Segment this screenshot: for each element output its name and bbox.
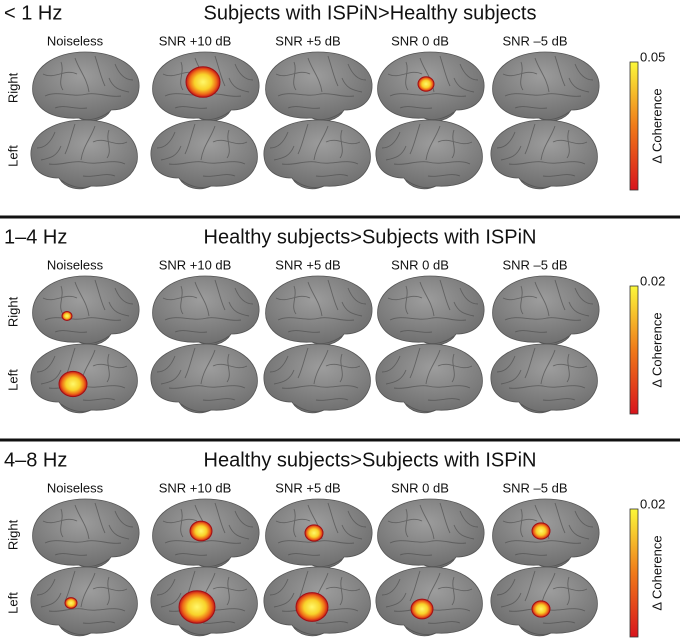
row-label: Left xyxy=(5,145,20,167)
column-header: SNR 0 dB xyxy=(391,257,449,272)
brain xyxy=(152,275,260,346)
column-header: SNR –5 dB xyxy=(502,257,567,272)
brain xyxy=(150,343,258,414)
activation xyxy=(304,524,324,542)
column-header: SNR +5 dB xyxy=(275,480,340,495)
column-header: Noiseless xyxy=(47,257,104,272)
colorbar xyxy=(629,508,639,638)
activation xyxy=(58,370,88,398)
column-header: SNR 0 dB xyxy=(391,480,449,495)
band-label: 4–8 Hz xyxy=(4,449,67,471)
activation xyxy=(531,522,551,540)
column-header: SNR –5 dB xyxy=(502,480,567,495)
activation xyxy=(189,520,213,542)
row-label: Left xyxy=(5,592,20,614)
colorbar xyxy=(629,61,639,191)
activation xyxy=(61,311,73,321)
column-header: SNR –5 dB xyxy=(502,33,567,48)
brain xyxy=(265,51,373,122)
band-label: 1–4 Hz xyxy=(4,226,67,248)
brain xyxy=(32,275,140,346)
brain xyxy=(492,51,600,122)
brain xyxy=(32,498,140,569)
colorbar-label: Δ Coherence xyxy=(649,535,664,610)
brain xyxy=(375,343,483,414)
brain xyxy=(377,275,485,346)
colorbar-max: 0.02 xyxy=(640,273,665,288)
colorbar-max: 0.05 xyxy=(640,49,665,64)
band-label: < 1 Hz xyxy=(4,2,62,24)
panel-title: Healthy subjects>Subjects with ISPiN xyxy=(204,449,537,471)
column-header: SNR +10 dB xyxy=(159,257,232,272)
column-header: SNR +10 dB xyxy=(159,480,232,495)
row-label: Right xyxy=(5,519,20,550)
activation xyxy=(178,590,216,624)
activation xyxy=(531,600,551,618)
brain xyxy=(30,566,138,637)
brain xyxy=(150,119,258,190)
panel-title: Subjects with ISPiN>Healthy subjects xyxy=(204,2,537,24)
colorbar-label: Δ Coherence xyxy=(649,88,664,163)
colorbar-max: 0.02 xyxy=(640,496,665,511)
colorbar xyxy=(629,285,639,415)
brain xyxy=(263,343,371,414)
brain xyxy=(375,119,483,190)
brain xyxy=(263,119,371,190)
brain xyxy=(490,343,598,414)
row-label: Right xyxy=(5,72,20,103)
activation xyxy=(295,592,329,622)
row-label: Left xyxy=(5,369,20,391)
activation xyxy=(64,597,78,609)
activation xyxy=(410,598,434,620)
activation xyxy=(417,76,435,92)
column-header: SNR 0 dB xyxy=(391,33,449,48)
column-header: Noiseless xyxy=(47,480,104,495)
brain xyxy=(265,275,373,346)
panel-title: Healthy subjects>Subjects with ISPiN xyxy=(204,226,537,248)
colorbar-label: Δ Coherence xyxy=(649,312,664,387)
row-label: Right xyxy=(5,296,20,327)
brain xyxy=(490,119,598,190)
activation xyxy=(185,66,221,98)
column-header: Noiseless xyxy=(47,33,104,48)
column-header: SNR +5 dB xyxy=(275,257,340,272)
brain xyxy=(30,119,138,190)
brain xyxy=(32,51,140,122)
brain xyxy=(377,498,485,569)
brain xyxy=(492,275,600,346)
column-header: SNR +5 dB xyxy=(275,33,340,48)
column-header: SNR +10 dB xyxy=(159,33,232,48)
